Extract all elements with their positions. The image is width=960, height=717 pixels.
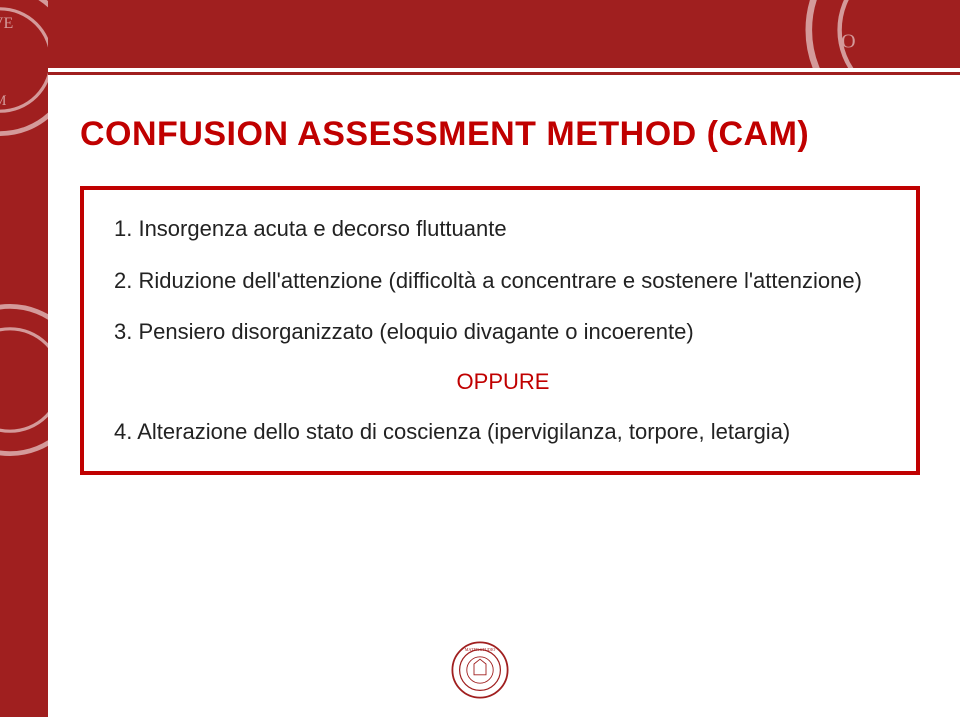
left-brand-strip: IVE M [0, 0, 48, 717]
slide-title: CONFUSION ASSESSMENT METHOD (CAM) [80, 115, 920, 154]
svg-text:IVE: IVE [0, 15, 13, 32]
svg-text:MATER STUDIO: MATER STUDIO [465, 647, 496, 652]
slide-content: CONFUSION ASSESSMENT METHOD (CAM) 1. Ins… [80, 115, 920, 475]
svg-text:O: O [841, 31, 855, 53]
criterion-3: 3. Pensiero disorganizzato (eloquio diva… [114, 317, 892, 347]
svg-text:M: M [0, 93, 7, 109]
criterion-4: 4. Alterazione dello stato di coscienza … [114, 417, 892, 447]
separator-oppure: OPPURE [114, 369, 892, 395]
footer-seal-icon: MATER STUDIO [450, 640, 510, 705]
criterion-2: 2. Riduzione dell'attenzione (difficoltà… [114, 266, 892, 296]
header-divider [48, 72, 960, 75]
criteria-box: 1. Insorgenza acuta e decorso fluttuante… [80, 186, 920, 475]
criterion-1: 1. Insorgenza acuta e decorso fluttuante [114, 214, 892, 244]
top-brand-bar: DI O [48, 0, 960, 68]
